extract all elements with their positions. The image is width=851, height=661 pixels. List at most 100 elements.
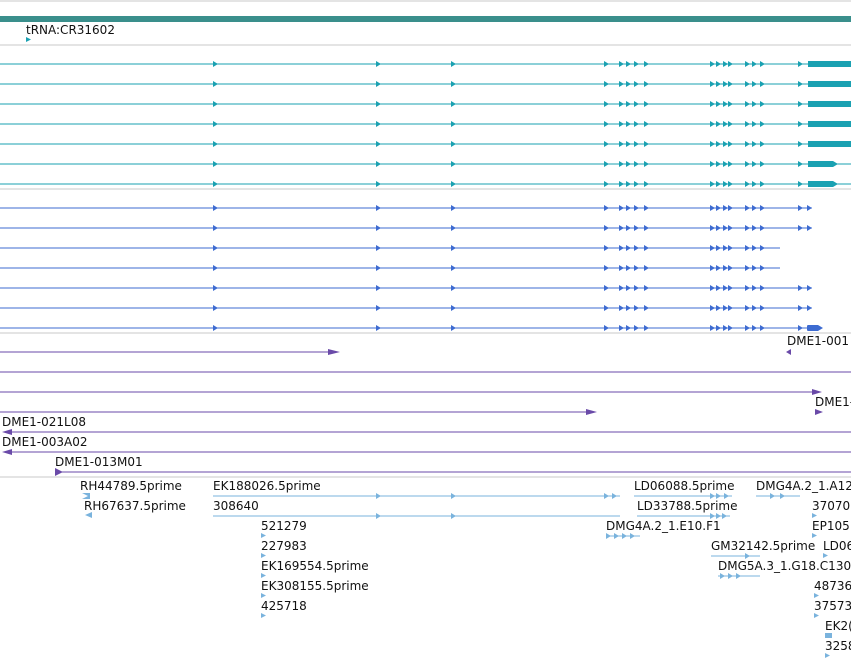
exon-arrow	[798, 161, 803, 167]
est-feature[interactable]	[261, 573, 266, 578]
est-label[interactable]: LD33788.5prime	[637, 499, 738, 513]
exon-arrow	[626, 285, 631, 291]
exon-arrow	[723, 61, 728, 67]
est-label[interactable]: 3258	[825, 639, 851, 653]
exon-arrow	[604, 121, 609, 127]
clone-label[interactable]: DME1-	[815, 395, 851, 409]
est-label[interactable]: DMG5A.3_1.G18.C130	[718, 559, 851, 573]
est-feature[interactable]	[825, 653, 830, 658]
est-feature[interactable]	[812, 533, 817, 538]
exon-arrow	[760, 61, 765, 67]
est-label[interactable]: LD06	[823, 539, 851, 553]
exon-arrow	[716, 81, 721, 87]
exon-arrow	[626, 265, 631, 271]
exon-arrow	[644, 285, 649, 291]
exon-arrow	[213, 81, 218, 87]
exon-arrow	[604, 161, 609, 167]
exon-arrow	[376, 161, 381, 167]
est-feature[interactable]	[812, 513, 817, 518]
est-feature[interactable]	[814, 613, 819, 618]
est-feature[interactable]	[261, 613, 266, 618]
est-label[interactable]: EK169554.5prime	[261, 559, 369, 573]
est-label[interactable]: EK188026.5prime	[213, 479, 321, 493]
exon-arrow	[760, 305, 765, 311]
est-feature[interactable]	[825, 633, 832, 638]
est-label[interactable]: 521279	[261, 519, 307, 533]
est-feature[interactable]	[261, 593, 266, 598]
est-feature[interactable]	[814, 593, 819, 598]
exon-arrow	[798, 61, 803, 67]
est-label[interactable]: RH67637.5prime	[84, 499, 186, 513]
est-label[interactable]: GM32142.5prime	[711, 539, 815, 553]
exon-arrow	[213, 265, 218, 271]
exon-arrow	[451, 121, 456, 127]
exon-arrow	[619, 121, 624, 127]
exon-arrow	[752, 121, 757, 127]
trna-feature[interactable]	[26, 37, 31, 42]
exon-arrow	[619, 161, 624, 167]
est-label[interactable]: 37070	[812, 499, 850, 513]
exon-arrow	[619, 225, 624, 231]
exon-arrow	[451, 141, 456, 147]
est-label[interactable]: 37573	[814, 599, 851, 613]
clone-label[interactable]: DME1-003A02	[2, 435, 88, 449]
est-exon-arrow	[736, 573, 741, 579]
exon-arrow	[745, 181, 750, 187]
exon-arrow	[626, 325, 631, 331]
exon-arrow	[376, 285, 381, 291]
est-label[interactable]: 48736	[814, 579, 851, 593]
est-label[interactable]: LD06088.5prime	[634, 479, 735, 493]
est-label[interactable]: RH44789.5prime	[80, 479, 182, 493]
est-label[interactable]: EK2(	[825, 619, 851, 633]
exon-arrow	[798, 205, 803, 211]
exon-arrow	[728, 265, 733, 271]
est-label[interactable]: EK308155.5prime	[261, 579, 369, 593]
est-feature[interactable]	[85, 512, 92, 518]
exon-arrow	[634, 245, 639, 251]
est-feature[interactable]	[823, 553, 828, 558]
est-exon-arrow	[745, 553, 750, 559]
exon-arrow	[634, 61, 639, 67]
exon-arrow	[451, 225, 456, 231]
cds-block	[808, 325, 823, 331]
clone-label[interactable]: DME1-001	[787, 334, 849, 348]
clone-arrow-right	[586, 409, 597, 415]
exon-arrow	[644, 265, 649, 271]
exon-arrow	[213, 161, 218, 167]
est-feature[interactable]	[261, 533, 266, 538]
exon-arrow	[626, 245, 631, 251]
trna-label[interactable]: tRNA:CR31602	[26, 23, 115, 37]
exon-arrow	[798, 81, 803, 87]
exon-arrow	[213, 101, 218, 107]
est-feature[interactable]	[82, 493, 90, 499]
est-label[interactable]: EP105	[812, 519, 850, 533]
exon-arrow	[644, 161, 649, 167]
exon-arrow	[626, 141, 631, 147]
est-label[interactable]: DMG4A.2_1.A12	[756, 479, 851, 493]
exon-arrow	[451, 161, 456, 167]
exon-arrow	[644, 61, 649, 67]
exon-arrow	[644, 101, 649, 107]
clone-label[interactable]: DME1-021L08	[2, 415, 86, 429]
exon-arrow	[619, 61, 624, 67]
exon-arrow	[634, 121, 639, 127]
exon-arrow	[716, 181, 721, 187]
exon-arrow	[728, 161, 733, 167]
est-exon-arrow	[630, 533, 635, 539]
exon-arrow	[745, 325, 750, 331]
est-label[interactable]: DMG4A.2_1.E10.F1	[606, 519, 721, 533]
exon-arrow	[634, 205, 639, 211]
exon-arrow	[728, 61, 733, 67]
exon-arrow	[752, 325, 757, 331]
clone-label[interactable]: DME1-013M01	[55, 455, 143, 469]
est-feature[interactable]	[261, 553, 266, 558]
est-label[interactable]: 425718	[261, 599, 307, 613]
est-label[interactable]: 308640	[213, 499, 259, 513]
exon-arrow	[723, 181, 728, 187]
exon-arrow	[752, 61, 757, 67]
exon-arrow	[760, 181, 765, 187]
exon-arrow	[451, 81, 456, 87]
est-exon-arrow	[710, 493, 715, 499]
exon-arrow	[376, 205, 381, 211]
est-label[interactable]: 227983	[261, 539, 307, 553]
